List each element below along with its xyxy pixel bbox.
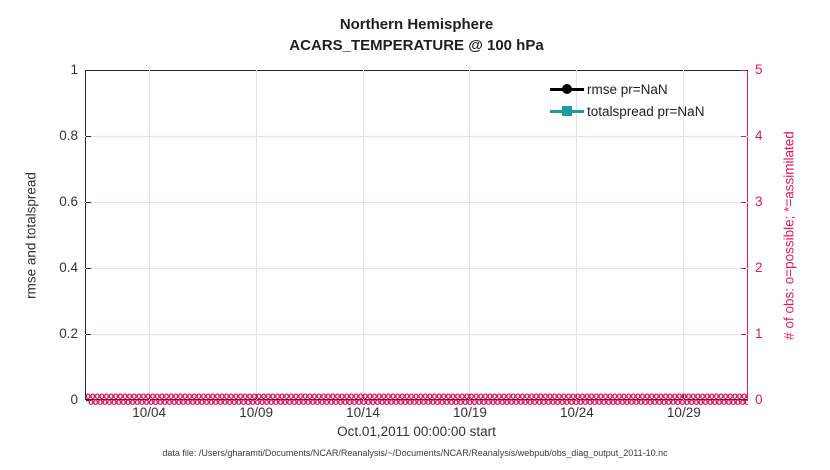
left-tick-mark xyxy=(86,267,91,269)
legend-label: totalspread pr=NaN xyxy=(587,103,705,119)
y-axis-label-right: # of obs: o=possible; *=assimilated xyxy=(781,131,797,340)
y-tick-label-left: 1 xyxy=(70,62,78,77)
y-tick-label-left: 0.2 xyxy=(59,326,78,341)
y-tick-label-right: 5 xyxy=(755,62,763,77)
y-gridline xyxy=(85,201,748,203)
y-axis-label-left: rmse and totalspread xyxy=(23,172,39,299)
x-gridline xyxy=(255,70,257,400)
y-tick-label-left: 0.4 xyxy=(59,260,78,275)
x-tick-label: 10/24 xyxy=(559,405,594,420)
y-tick-label-right: 2 xyxy=(755,260,763,275)
data-file-caption: data file: /Users/gharamti/Documents/NCA… xyxy=(162,448,668,458)
legend-sample xyxy=(550,83,584,95)
bottom-tick-mark xyxy=(362,394,364,399)
right-tick-mark xyxy=(741,333,746,335)
circle-marker-icon xyxy=(562,84,572,94)
bottom-tick-mark xyxy=(683,394,685,399)
left-tick-mark xyxy=(86,135,91,137)
left-tick-mark xyxy=(86,201,91,203)
x-tick-label: 10/04 xyxy=(132,405,167,420)
left-tick-mark xyxy=(86,399,91,401)
y-tick-label-left: 0 xyxy=(70,392,78,407)
x-tick-label: 10/14 xyxy=(346,405,380,420)
y-gridline xyxy=(85,333,748,335)
right-tick-mark xyxy=(741,201,746,203)
y-tick-label-right: 0 xyxy=(755,392,763,407)
x-tick-label: 10/29 xyxy=(666,405,701,420)
plot-area xyxy=(85,70,748,400)
legend-sample xyxy=(550,105,584,117)
x-gridline xyxy=(576,70,578,400)
bottom-tick-mark xyxy=(148,394,150,399)
x-gridline xyxy=(148,70,150,400)
x-axis-label: Oct.01,2011 00:00:00 start xyxy=(337,424,496,439)
bottom-tick-mark xyxy=(255,394,257,399)
legend: rmse pr=NaN totalspread pr=NaN xyxy=(550,78,704,122)
right-tick-mark xyxy=(741,135,746,137)
bottom-tick-mark xyxy=(469,394,471,399)
legend-item: totalspread pr=NaN xyxy=(550,100,704,122)
obs-marker-row: oooooooooooooooooooooooooooooooooooooooo… xyxy=(85,391,748,402)
square-marker-icon xyxy=(562,106,572,116)
y-tick-label-left: 0.6 xyxy=(59,194,78,209)
right-tick-mark xyxy=(741,69,746,71)
obs-marker-row: oooooooooooooooooooooooooooooooooooooooo… xyxy=(88,397,748,408)
legend-item: rmse pr=NaN xyxy=(550,78,704,100)
chart-title: Northern Hemisphere xyxy=(339,16,494,33)
right-tick-mark xyxy=(741,399,746,401)
legend-label: rmse pr=NaN xyxy=(587,81,668,97)
y-gridline xyxy=(85,267,748,269)
chart-subtitle: ACARS_TEMPERATURE @ 100 hPa xyxy=(289,37,544,54)
left-tick-mark xyxy=(86,69,91,71)
left-tick-mark xyxy=(86,333,91,335)
bottom-tick-mark xyxy=(576,394,578,399)
y-tick-label-right: 3 xyxy=(755,194,763,209)
right-tick-mark xyxy=(741,267,746,269)
y-tick-label-right: 4 xyxy=(755,128,763,143)
y-tick-label-right: 1 xyxy=(755,326,763,341)
y-tick-label-left: 0.8 xyxy=(59,128,78,143)
x-gridline xyxy=(362,70,364,400)
x-tick-label: 10/09 xyxy=(239,405,273,420)
y-gridline xyxy=(85,135,748,137)
x-tick-label: 10/19 xyxy=(453,405,487,420)
x-gridline xyxy=(683,70,685,400)
x-gridline xyxy=(469,70,471,400)
